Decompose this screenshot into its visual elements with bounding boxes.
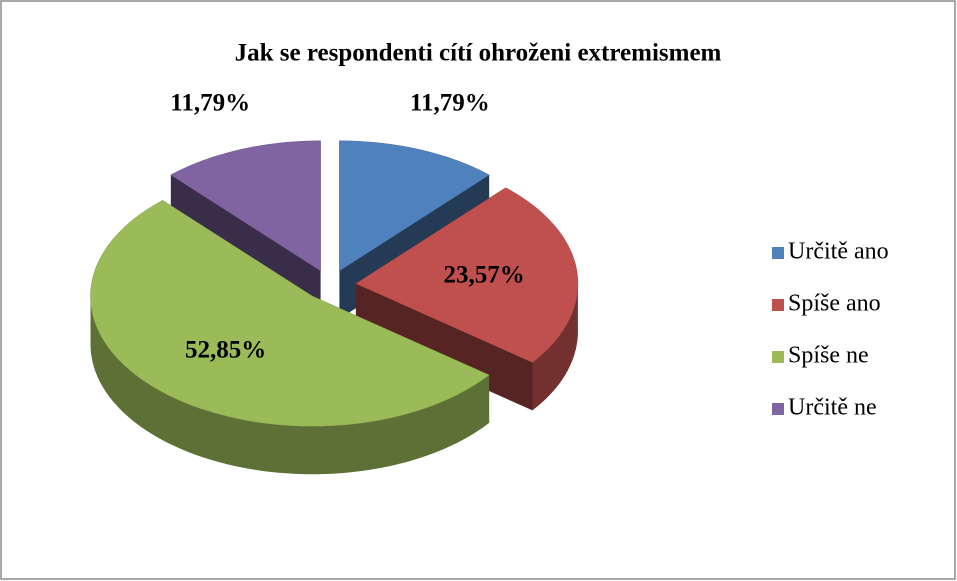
legend-label: Určitě ne — [788, 395, 877, 421]
slice-side — [90, 296, 490, 475]
legend-swatch — [772, 403, 784, 415]
slice — [170, 140, 321, 272]
legend-swatch — [772, 247, 784, 259]
legend-label: Spíše ne — [788, 343, 869, 369]
data-label: 11,79% — [410, 89, 490, 116]
data-label: 11,79% — [170, 89, 250, 116]
legend-swatch — [772, 299, 784, 311]
legend-swatch — [772, 351, 784, 363]
legend-label: Určitě ano — [788, 239, 889, 265]
slice — [339, 140, 490, 272]
chart-title: Jak se respondenti cítí ohroženi extremi… — [235, 40, 722, 67]
slice-side — [532, 283, 578, 411]
data-label: 52,85% — [185, 337, 266, 364]
data-label: 23,57% — [444, 262, 525, 289]
slice — [355, 187, 579, 363]
legend-label: Spíše ano — [788, 291, 881, 317]
slice — [90, 200, 490, 427]
